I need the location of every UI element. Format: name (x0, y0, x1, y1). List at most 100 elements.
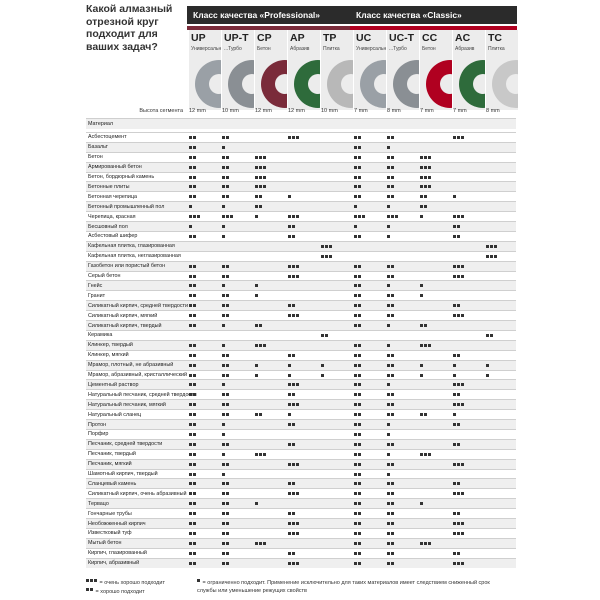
rating-cell (453, 442, 461, 447)
disc-image (195, 60, 221, 108)
rating-square (420, 284, 423, 288)
rating-cell (255, 205, 263, 209)
rating-square (222, 403, 225, 407)
rating-square (193, 423, 196, 426)
rating-square (387, 393, 390, 397)
rating-square (358, 442, 361, 446)
rating-cell (354, 482, 362, 486)
rating-cell (222, 314, 230, 318)
table-row: Бетон, бордюрный камень (86, 171, 516, 183)
rating-cell (354, 452, 362, 457)
rating-cell (354, 393, 362, 397)
rating-square (222, 383, 225, 387)
rating-square (391, 561, 394, 565)
rating-cell (420, 413, 428, 417)
rating-square (255, 185, 258, 189)
rating-square (193, 442, 196, 446)
rating-cell (453, 403, 465, 407)
rating-cell (387, 541, 395, 546)
rating-square (387, 373, 390, 377)
rating-cell (420, 452, 432, 457)
rating-square (189, 135, 192, 139)
rating-square (354, 205, 357, 209)
rating-square (420, 452, 423, 456)
rating-square (391, 353, 394, 357)
rating-square (391, 314, 394, 318)
rating-square (288, 393, 291, 397)
material-name: Порфир (88, 431, 109, 438)
rating-cell (288, 482, 296, 486)
rating-square (387, 294, 390, 298)
rating-square (193, 155, 196, 159)
rating-square (486, 244, 489, 248)
table-row: Кафельная плитка, глазированная (86, 240, 516, 252)
rating-square (226, 135, 229, 139)
product-desc: Абразив (290, 46, 310, 52)
product-desc: Плитка (323, 46, 340, 52)
rating-square (226, 522, 229, 525)
rating-square (490, 254, 493, 258)
rating-square (189, 561, 192, 565)
rating-cell (189, 502, 197, 506)
rating-square (255, 373, 258, 377)
rating-cell (288, 442, 296, 447)
rating-square (490, 333, 493, 337)
rating-square (296, 403, 299, 407)
rating-cell (321, 363, 325, 368)
table-row: Шамотный кирпич, твердый (86, 468, 516, 480)
rating-square (354, 274, 357, 278)
material-name: Асбестоцемент (88, 134, 127, 141)
rating-cell (222, 135, 230, 140)
rating-cell (387, 215, 399, 219)
rating-square (296, 135, 299, 139)
rating-square (420, 155, 423, 159)
rating-square (358, 304, 361, 308)
rating-square (387, 135, 390, 139)
table-row: Мрамор, абразивный, кристаллический (86, 369, 516, 381)
quality-class-bar: Класс качества «Professional» Класс каче… (187, 6, 517, 24)
rating-cell (222, 561, 230, 566)
rating-cell (387, 195, 395, 199)
rating-square (222, 294, 225, 298)
rating-cell (288, 135, 300, 140)
rating-square (358, 165, 361, 169)
rating-cell (453, 135, 465, 140)
product-code: AP (290, 32, 305, 44)
rating-square (222, 185, 225, 189)
rating-square (189, 225, 192, 228)
rating-square (358, 551, 361, 555)
rating-square (391, 165, 394, 169)
rating-square (193, 363, 196, 367)
rating-square (193, 413, 196, 417)
rating-square (296, 314, 299, 318)
rating-square (222, 423, 225, 426)
rating-cell (387, 551, 395, 556)
rating-cell (486, 373, 490, 378)
rating-square (329, 244, 332, 248)
rating-square (424, 205, 427, 209)
product-desc: Бетон (422, 46, 436, 52)
rating-cell (189, 462, 197, 467)
rating-square (255, 324, 258, 327)
rating-cell (420, 185, 432, 189)
material-name: Силикатный кирпич, очень абразивный (88, 490, 187, 497)
rating-cell (255, 175, 267, 180)
rating-square (222, 225, 225, 228)
rating-cell (453, 314, 465, 318)
rating-square (387, 314, 390, 318)
rating-cell (453, 234, 461, 239)
rating-square (193, 551, 196, 555)
rating-square (226, 274, 229, 278)
rating-cell (189, 393, 197, 397)
rating-square (189, 165, 192, 169)
rating-square (387, 353, 390, 357)
segment-height-value: 8 mm (486, 108, 500, 114)
rating-square (354, 175, 357, 179)
rating-square (387, 531, 390, 535)
rating-cell (354, 234, 362, 239)
legend-very-good: = очень хорошо подходит (86, 579, 165, 587)
rating-cell (387, 502, 395, 506)
disc-image (360, 60, 386, 108)
rating-square (387, 522, 390, 525)
rating-square (189, 393, 192, 397)
